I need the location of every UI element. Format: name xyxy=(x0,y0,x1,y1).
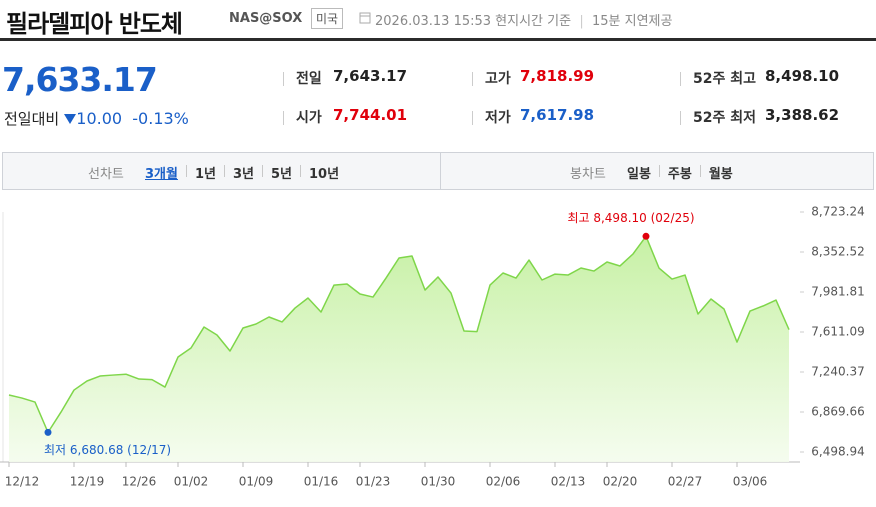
high-label: 최고 8,498.10 (02/25) xyxy=(567,211,694,225)
x-tick-label: 02/20 xyxy=(603,475,638,489)
x-tick-label: 01/30 xyxy=(421,475,456,489)
y-tick-label: 7,611.09 xyxy=(811,325,864,339)
tab-item[interactable]: 주봉 xyxy=(667,167,692,182)
change: 10.00 xyxy=(76,109,123,128)
delay-note: 15분 지연제공 xyxy=(592,14,673,29)
stat-separator xyxy=(472,111,473,125)
low-marker xyxy=(44,428,52,436)
y-tick-label: 7,240.37 xyxy=(811,365,864,379)
x-tick-label: 03/06 xyxy=(733,475,768,489)
calendar-icon xyxy=(359,12,371,24)
y-tick-label: 8,723.24 xyxy=(811,205,864,219)
x-tick-label: 12/12 xyxy=(5,475,40,489)
stat-label: 52주 최고 xyxy=(693,71,756,87)
stat-separator xyxy=(680,111,681,125)
datetime: 2026.03.13 15:53 xyxy=(375,14,492,29)
y-tick-label: 7,981.81 xyxy=(811,284,864,298)
stat-value: 8,498.10 xyxy=(765,67,840,85)
x-tick-label: 01/16 xyxy=(304,475,339,489)
tab-item[interactable]: 1년 xyxy=(194,167,216,182)
x-tick-label: 02/27 xyxy=(668,475,703,489)
change-row: 전일대비 10.00 -0.13% xyxy=(4,108,189,129)
chart: 8,723.24 8,352.52 7,981.81 7,611.09 7,240.37… xyxy=(0,205,865,489)
x-tick-label: 01/09 xyxy=(239,475,274,489)
down-arrow xyxy=(64,114,77,124)
stat-label: 52주 최저 xyxy=(693,110,756,126)
market-badge: 미국 xyxy=(311,8,344,29)
y-tick-label: 6,869.66 xyxy=(811,404,864,418)
price-line xyxy=(8,235,790,434)
stat-label: 시가 xyxy=(296,110,322,126)
x-tick-label: 12/19 xyxy=(70,475,105,489)
current-price: 7,633.17 xyxy=(2,60,158,99)
y-tick-label: 6,498.94 xyxy=(811,445,864,459)
x-tick-label: 01/23 xyxy=(356,475,391,489)
tab-item[interactable]: 월봉 xyxy=(708,167,733,182)
header-rule xyxy=(0,38,876,41)
stat-value: 7,617.98 xyxy=(520,106,595,124)
tab-item[interactable]: 3년 xyxy=(232,167,254,182)
x-tick-label: 02/06 xyxy=(486,475,521,489)
tab-group-label: 봉차트 xyxy=(570,167,606,182)
stat-value: 3,388.62 xyxy=(765,106,840,124)
stat-separator xyxy=(680,72,681,86)
tab-separator xyxy=(223,165,225,177)
tab-item[interactable]: 3개월 xyxy=(145,167,178,182)
tab-separator xyxy=(658,165,660,177)
tab-divider xyxy=(440,153,441,189)
timestamp: 2026.03.13 15:53 현지시간 기준 | 15분 지연제공 xyxy=(375,14,673,29)
tab-separator xyxy=(699,165,701,177)
x-tick-label: 01/02 xyxy=(174,475,209,489)
tab-separator xyxy=(185,165,187,177)
x-tick-label: 02/13 xyxy=(551,475,586,489)
stat-label: 저가 xyxy=(485,110,511,126)
tab-item[interactable]: 일봉 xyxy=(627,167,651,182)
stat-separator xyxy=(472,72,473,86)
y-tick-label: 8,352.52 xyxy=(811,245,864,259)
area-fill xyxy=(9,236,789,462)
index-title: 필라델피아 반도체 xyxy=(6,10,183,38)
stat-value: 7,643.17 xyxy=(333,67,408,85)
x-tick-label: 12/26 xyxy=(122,475,157,489)
change-pct: -0.13% xyxy=(132,109,189,128)
stat-separator xyxy=(283,72,284,86)
stat-value: 7,744.01 xyxy=(333,106,408,124)
tab-item[interactable]: 10년 xyxy=(309,167,340,182)
stat-label: 고가 xyxy=(485,71,511,87)
index-code: NAS@SOX xyxy=(229,11,303,26)
high-marker xyxy=(642,232,650,240)
tab-item[interactable]: 5년 xyxy=(271,167,293,182)
stat-value: 7,818.99 xyxy=(520,67,595,85)
tab-group-label: 선차트 xyxy=(88,167,124,182)
stat-separator xyxy=(283,111,284,125)
tab-separator xyxy=(262,165,263,177)
time-note: 현지시간 기준 xyxy=(495,14,572,29)
change-label: 전일대비 xyxy=(4,110,60,128)
low-label: 최저 6,680.68 (12/17) xyxy=(44,443,171,457)
stat-label: 전일 xyxy=(296,71,322,87)
tab-separator xyxy=(300,165,302,177)
chart-tabs xyxy=(2,152,874,190)
